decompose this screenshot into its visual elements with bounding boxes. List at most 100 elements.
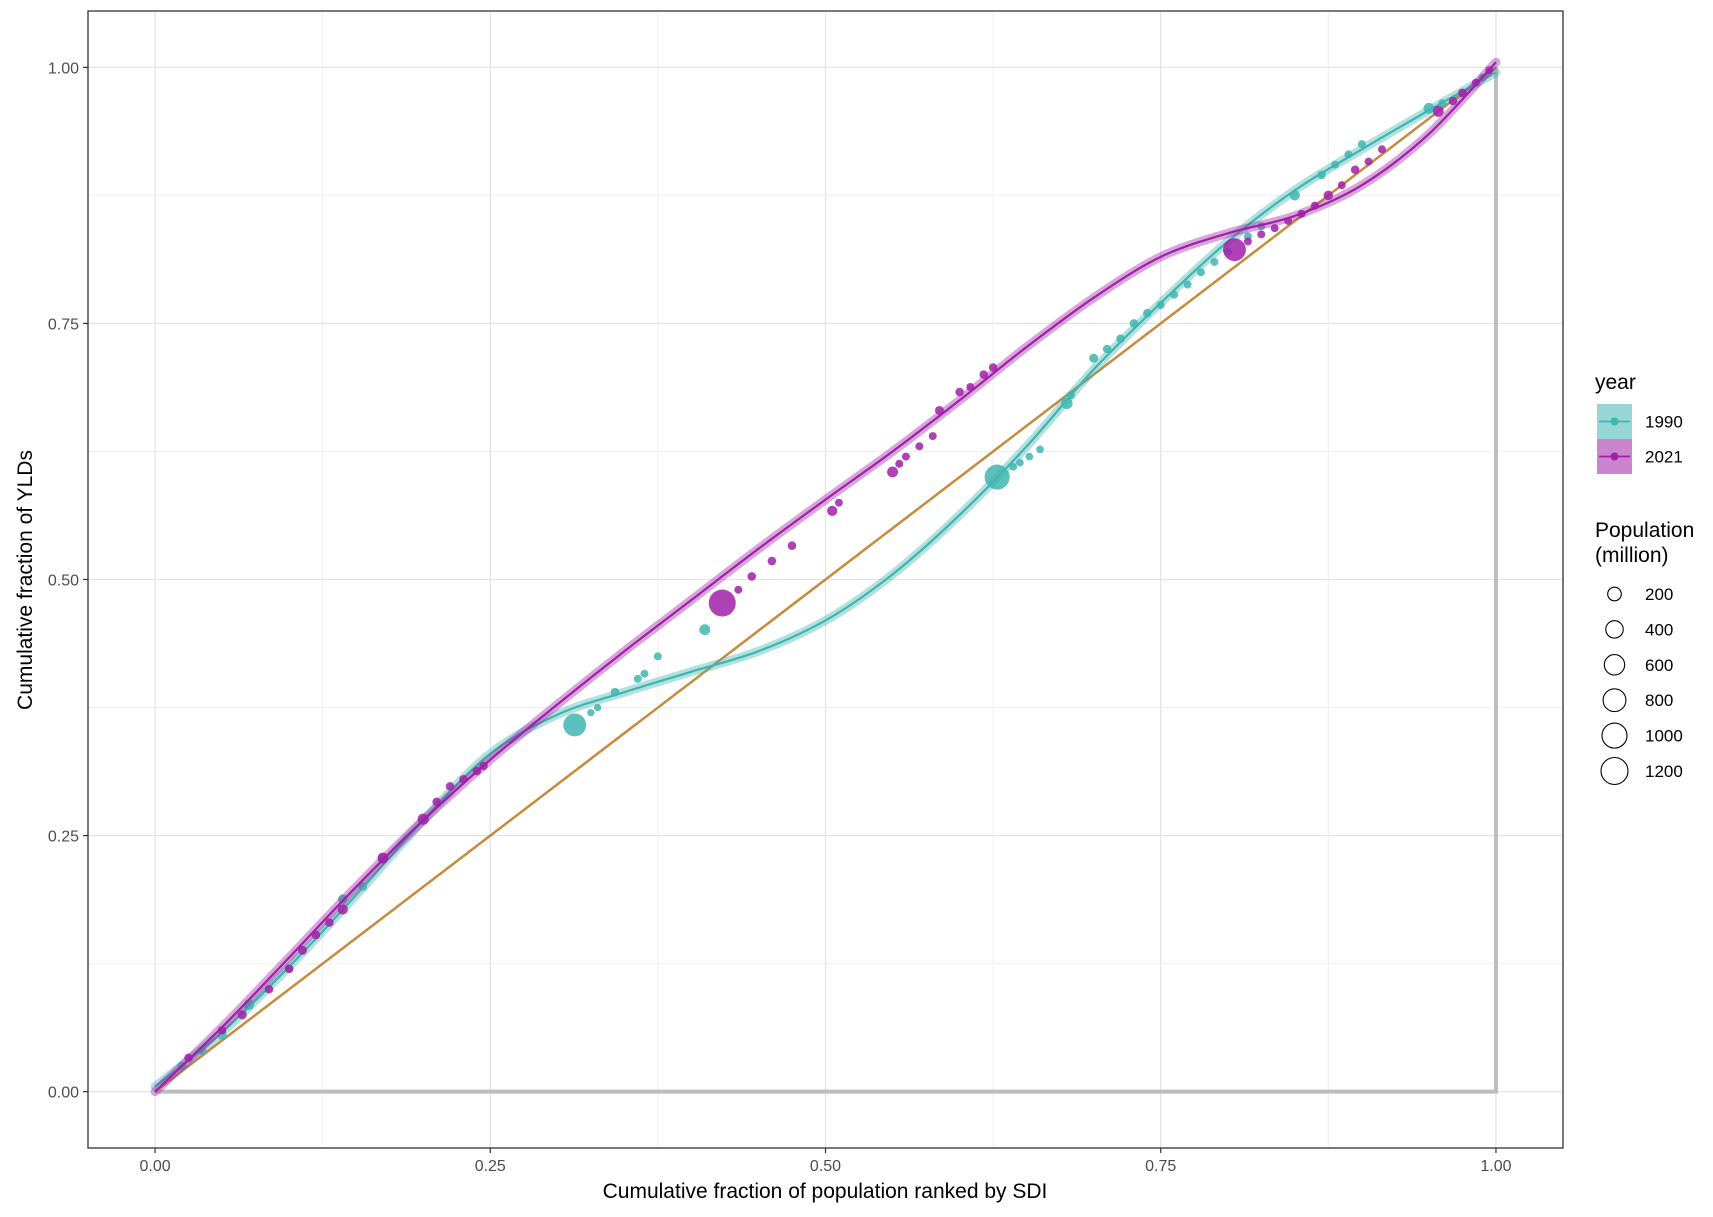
data-point-2021 [887,466,899,478]
data-point-2021 [1284,216,1293,225]
data-point-1990 [593,703,602,712]
data-point-2021 [1310,201,1319,210]
size-legend-label: 200 [1645,585,1673,604]
x-tick-label: 0.50 [810,1158,841,1175]
data-point-2021 [1485,66,1494,75]
data-point-1990 [1344,150,1353,159]
data-point-2021 [445,782,455,791]
legend-key-1990: 1990 [1597,404,1683,439]
data-point-2021 [734,585,743,594]
data-point-2021 [1323,190,1334,201]
legend-size-title-line-2: (million) [1595,544,1669,567]
data-point-1990 [1423,102,1435,114]
data-point-2021 [298,945,308,955]
data-point-1990 [563,713,587,737]
data-point-2021 [834,498,843,507]
x-axis-title: Cumulative fraction of population ranked… [603,1180,1048,1203]
y-tick-label: 1.00 [48,60,79,77]
x-tick-label: 0.75 [1145,1158,1176,1175]
data-point-2021 [1297,209,1306,218]
data-point-2021 [1364,157,1373,166]
size-legend-item: 1200 [1600,756,1683,786]
data-point-2021 [264,984,274,994]
size-legend-label: 1200 [1645,762,1683,781]
data-point-2021 [459,774,468,784]
size-legend-circle [1600,756,1629,786]
data-point-2021 [928,432,937,441]
data-point-2021 [311,930,321,940]
y-tick-label: 0.75 [48,316,79,333]
legend-color-keys: 1990 2021 [1597,404,1683,474]
legend: year 1990 2021 Population (million) 200 40… [1595,371,1694,786]
data-point-2021 [417,813,429,825]
data-point-1990 [1156,300,1165,309]
series-2021 [150,57,1501,1097]
x-tick-label: 1.00 [1480,1158,1511,1175]
data-point-2021 [1257,230,1266,239]
data-point-1990 [984,464,1010,490]
data-point-2021 [1432,105,1444,117]
size-legend-label: 800 [1645,691,1673,710]
legend-color-title: year [1595,371,1636,394]
size-legend-item: 400 [1605,620,1673,639]
data-point-2021 [1458,88,1467,98]
data-point-1990 [1036,445,1044,454]
data-point-2021 [988,363,998,372]
legend-label-2021: 2021 [1645,448,1683,467]
data-point-2021 [337,904,348,915]
data-point-2021 [895,459,904,468]
y-tick-label: 0.50 [48,573,79,590]
data-point-1990 [1116,334,1125,344]
data-point-1990 [1025,452,1034,461]
data-point-2021 [325,918,334,927]
data-point-2021 [1223,238,1246,262]
data-point-1990 [610,687,620,697]
data-point-2021 [1377,145,1386,154]
data-point-2021 [1448,96,1458,106]
data-point-2021 [901,452,910,461]
data-point-2021 [827,505,838,516]
data-point-2021 [787,541,797,550]
legend-size-title-line-1: Population [1595,519,1694,542]
data-point-2021 [1337,181,1346,190]
data-point-2021 [472,766,482,776]
data-point-1990 [1066,391,1075,400]
data-point-1990 [1438,99,1447,108]
data-point-2021 [284,964,294,974]
size-legend-circle [1602,688,1627,713]
data-point-2021 [955,387,964,397]
data-point-2021 [432,797,441,807]
series-layer [150,57,1501,1097]
reference-lines [154,66,1498,1094]
size-legend-item: 600 [1603,654,1673,676]
x-tick-label: 0.25 [475,1158,506,1175]
equality-line [154,66,1497,1093]
size-legend-circle [1607,586,1622,602]
size-legend-label: 400 [1645,620,1673,639]
fitted-curve-2021 [154,61,1497,1093]
data-point-2021 [979,370,988,379]
data-point-2021 [1350,165,1360,175]
size-legend-circle [1601,722,1628,749]
data-point-2021 [767,556,777,566]
data-point-1990 [1357,140,1366,149]
reference-frame-line [155,67,1498,1094]
data-point-2021 [1471,78,1480,87]
data-point-1990 [633,674,642,683]
y-tick-label: 0.00 [48,1085,79,1102]
data-point-2021 [1270,224,1279,233]
size-legend-item: 1000 [1601,722,1683,749]
legend-swatch-point [1610,452,1619,461]
axis-ticks: 0.00 0.00 0.25 0.25 0.50 0.50 0.75 0.75 1.00 1.00 [48,60,1512,1175]
x-tick-label: 0.00 [139,1158,170,1175]
data-point-1990 [1170,290,1179,299]
data-point-1990 [1009,462,1018,471]
data-point-1990 [358,882,368,892]
data-point-2021 [479,761,488,771]
series-1990 [150,67,1501,1092]
data-point-1990 [1016,458,1024,467]
y-tick-label: 0.25 [48,829,79,846]
size-legend-circle [1603,654,1626,676]
data-point-1990 [1210,257,1219,266]
